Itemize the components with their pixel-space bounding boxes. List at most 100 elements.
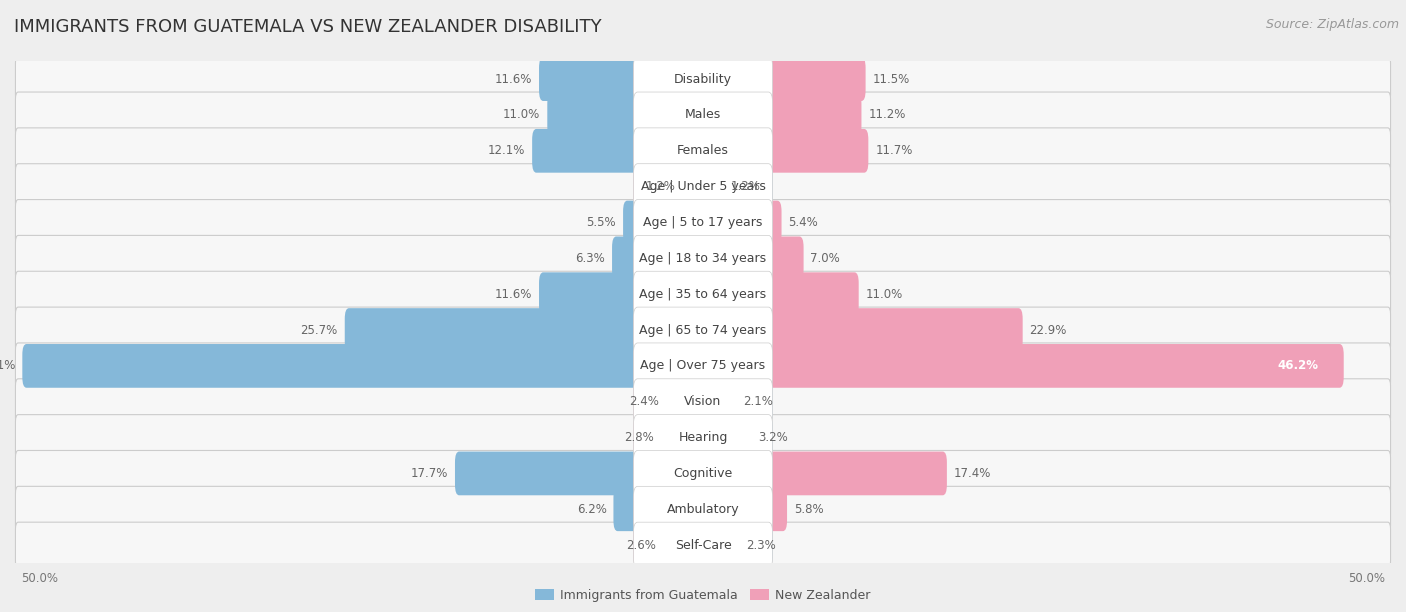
FancyBboxPatch shape [634,452,946,495]
Text: 25.7%: 25.7% [301,324,337,337]
Text: Hearing: Hearing [678,431,728,444]
Text: 17.4%: 17.4% [953,467,991,480]
FancyBboxPatch shape [634,92,772,138]
Text: Age | Over 75 years: Age | Over 75 years [641,359,765,372]
Text: 11.5%: 11.5% [873,73,910,86]
Text: 22.9%: 22.9% [1029,324,1067,337]
Text: 2.1%: 2.1% [742,395,773,408]
Text: 17.7%: 17.7% [411,467,449,480]
Text: 11.6%: 11.6% [495,288,531,300]
FancyBboxPatch shape [15,200,1391,245]
FancyBboxPatch shape [613,487,772,531]
FancyBboxPatch shape [661,416,772,460]
FancyBboxPatch shape [612,236,772,280]
FancyBboxPatch shape [634,343,772,389]
FancyBboxPatch shape [15,415,1391,460]
Text: 7.0%: 7.0% [810,252,841,265]
Text: 11.0%: 11.0% [503,108,540,121]
Legend: Immigrants from Guatemala, New Zealander: Immigrants from Guatemala, New Zealander [536,589,870,602]
Text: 11.2%: 11.2% [869,108,905,121]
FancyBboxPatch shape [634,201,782,244]
Text: 2.4%: 2.4% [628,395,659,408]
FancyBboxPatch shape [634,307,772,353]
Text: 3.2%: 3.2% [758,431,787,444]
Text: Age | 5 to 17 years: Age | 5 to 17 years [644,216,762,229]
FancyBboxPatch shape [634,379,772,425]
FancyBboxPatch shape [634,416,751,460]
Text: 5.4%: 5.4% [789,216,818,229]
FancyBboxPatch shape [634,164,772,209]
Text: 1.2%: 1.2% [645,180,675,193]
FancyBboxPatch shape [547,93,772,137]
Text: Self-Care: Self-Care [675,539,731,551]
Text: Age | 35 to 64 years: Age | 35 to 64 years [640,288,766,300]
Text: Females: Females [678,144,728,157]
Text: Ambulatory: Ambulatory [666,503,740,516]
Text: 50.0%: 50.0% [21,572,58,585]
FancyBboxPatch shape [531,129,772,173]
FancyBboxPatch shape [634,165,724,209]
FancyBboxPatch shape [623,201,772,244]
FancyBboxPatch shape [15,522,1391,568]
Text: Vision: Vision [685,395,721,408]
Text: 5.8%: 5.8% [794,503,824,516]
FancyBboxPatch shape [634,415,772,460]
Text: 5.5%: 5.5% [586,216,616,229]
FancyBboxPatch shape [634,523,738,567]
Text: Males: Males [685,108,721,121]
Text: Source: ZipAtlas.com: Source: ZipAtlas.com [1265,18,1399,31]
Text: Age | 18 to 34 years: Age | 18 to 34 years [640,252,766,265]
FancyBboxPatch shape [456,452,772,495]
Text: 11.7%: 11.7% [875,144,912,157]
Text: 1.2%: 1.2% [731,180,761,193]
FancyBboxPatch shape [22,344,772,388]
FancyBboxPatch shape [538,58,772,101]
FancyBboxPatch shape [344,308,772,352]
FancyBboxPatch shape [15,56,1391,102]
FancyBboxPatch shape [15,128,1391,174]
Text: Cognitive: Cognitive [673,467,733,480]
FancyBboxPatch shape [634,450,772,496]
FancyBboxPatch shape [634,56,772,102]
FancyBboxPatch shape [15,487,1391,532]
FancyBboxPatch shape [634,487,772,532]
FancyBboxPatch shape [15,236,1391,282]
FancyBboxPatch shape [634,129,869,173]
FancyBboxPatch shape [634,236,804,280]
FancyBboxPatch shape [634,271,772,317]
FancyBboxPatch shape [15,164,1391,209]
FancyBboxPatch shape [15,343,1391,389]
FancyBboxPatch shape [634,128,772,174]
Text: 11.6%: 11.6% [495,73,531,86]
FancyBboxPatch shape [634,58,866,101]
Text: Disability: Disability [673,73,733,86]
FancyBboxPatch shape [634,236,772,282]
FancyBboxPatch shape [538,272,772,316]
Text: 2.8%: 2.8% [624,431,654,444]
FancyBboxPatch shape [634,200,772,245]
Text: Age | Under 5 years: Age | Under 5 years [641,180,765,193]
Text: 6.2%: 6.2% [576,503,606,516]
FancyBboxPatch shape [15,92,1391,138]
FancyBboxPatch shape [634,272,859,316]
FancyBboxPatch shape [634,93,862,137]
FancyBboxPatch shape [15,379,1391,425]
Text: 49.1%: 49.1% [0,359,15,372]
FancyBboxPatch shape [634,344,1344,388]
Text: 2.3%: 2.3% [745,539,776,551]
FancyBboxPatch shape [682,165,772,209]
FancyBboxPatch shape [634,487,787,531]
FancyBboxPatch shape [634,308,1022,352]
Text: 50.0%: 50.0% [1348,572,1385,585]
FancyBboxPatch shape [666,380,772,424]
Text: IMMIGRANTS FROM GUATEMALA VS NEW ZEALANDER DISABILITY: IMMIGRANTS FROM GUATEMALA VS NEW ZEALAND… [14,18,602,36]
FancyBboxPatch shape [15,271,1391,317]
FancyBboxPatch shape [664,523,772,567]
FancyBboxPatch shape [15,307,1391,353]
Text: Age | 65 to 74 years: Age | 65 to 74 years [640,324,766,337]
FancyBboxPatch shape [634,522,772,568]
FancyBboxPatch shape [15,450,1391,496]
Text: 2.6%: 2.6% [626,539,657,551]
Text: 12.1%: 12.1% [488,144,526,157]
Text: 46.2%: 46.2% [1278,359,1319,372]
